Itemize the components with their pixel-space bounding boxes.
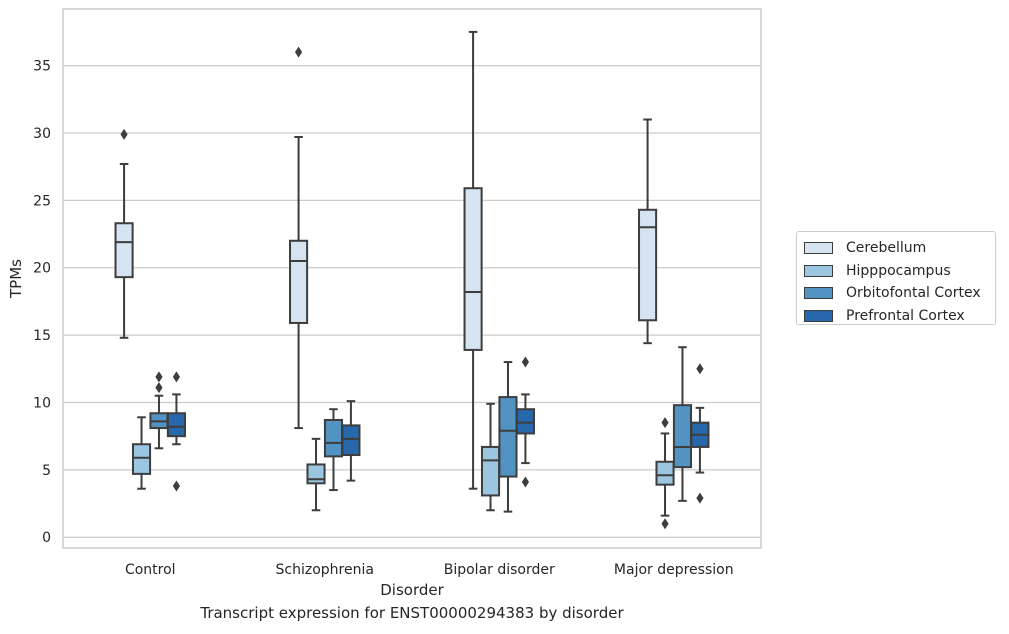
x-tick-label: Major depression	[614, 562, 734, 578]
legend: Cerebellum Hipppocampus Orbitofontal Corte…	[796, 231, 996, 325]
series-orbitofontal-cortex	[149, 346, 693, 513]
y-tick-label: 35	[33, 59, 51, 75]
outlier-point	[661, 518, 669, 530]
legend-item: Orbitofontal Cortex	[804, 282, 995, 305]
y-tick-label: 0	[42, 530, 51, 546]
legend-item: Prefrontal Cortex	[804, 305, 995, 328]
box-major-depression	[655, 417, 675, 530]
y-tick-label: 10	[33, 395, 51, 411]
x-tick-label: Bipolar disorder	[444, 562, 555, 578]
legend-swatch	[804, 264, 833, 277]
plot-area-frame	[62, 8, 762, 549]
iqr-box	[672, 404, 693, 469]
outlier-point	[521, 476, 530, 488]
outlier-point	[155, 371, 163, 383]
y-tick-label: 15	[33, 328, 51, 344]
box-bipolar-disorder	[463, 30, 483, 490]
y-tick-label: 30	[33, 126, 51, 142]
series-cerebellum	[114, 30, 658, 490]
gridlines	[63, 64, 761, 538]
legend-swatch	[804, 287, 833, 300]
legend-item: Cerebellum	[804, 237, 995, 260]
x-axis-label: Disorder	[380, 581, 444, 599]
outlier-point	[172, 480, 181, 492]
outlier-point	[120, 128, 128, 140]
box-bipolar-disorder	[480, 402, 501, 512]
legend-item: Hipppocampus	[804, 260, 995, 283]
iqr-box	[289, 239, 309, 324]
iqr-box	[463, 187, 483, 351]
outlier-point	[172, 371, 181, 383]
outlier-point	[294, 46, 303, 58]
legend-swatch	[804, 242, 833, 255]
x-tick-label: Control	[125, 562, 176, 578]
figure-caption: Transcript expression for ENST0000029438…	[200, 604, 624, 622]
box-control	[114, 128, 134, 339]
x-tick-label: Schizophrenia	[276, 562, 374, 578]
y-axis-label: TPMs	[7, 259, 25, 299]
box-series	[114, 30, 710, 530]
box-schizophrenia	[306, 437, 326, 512]
box-schizophrenia	[341, 400, 361, 482]
box-major-depression	[690, 363, 710, 504]
outlier-point	[521, 356, 530, 368]
iqr-box	[114, 222, 134, 279]
outlier-point	[696, 363, 704, 375]
series-hipppocampus	[131, 402, 675, 530]
box-control	[131, 416, 152, 490]
box-major-depression	[638, 118, 658, 345]
box-bipolar-disorder	[515, 356, 535, 488]
outlier-point	[661, 417, 669, 429]
box-major-depression	[672, 346, 693, 502]
legend-swatch	[804, 309, 833, 322]
box-schizophrenia	[289, 46, 309, 430]
y-tick-label: 25	[33, 193, 51, 209]
legend-label: Orbitofontal Cortex	[846, 285, 981, 302]
y-axis-ticks: 0 5 10 15 20 25 30 35	[33, 59, 51, 547]
box-bipolar-disorder	[498, 361, 518, 513]
iqr-box	[655, 460, 675, 486]
iqr-box	[498, 396, 518, 478]
y-tick-label: 20	[33, 261, 51, 277]
y-tick-label: 5	[42, 463, 51, 479]
iqr-box	[515, 408, 535, 435]
series-prefrontal-cortex	[166, 356, 710, 504]
iqr-box	[166, 412, 186, 438]
legend-label: Hipppocampus	[846, 262, 951, 279]
iqr-box	[341, 424, 361, 457]
box-control	[149, 371, 169, 450]
outlier-point	[155, 382, 163, 394]
x-axis-ticks: Control Schizophrenia Bipolar disorder Majo…	[125, 562, 734, 578]
iqr-box	[306, 463, 326, 485]
iqr-box	[638, 208, 658, 322]
box-control	[166, 371, 186, 492]
outlier-point	[696, 492, 704, 504]
legend-label: Cerebellum	[846, 240, 927, 257]
legend-label: Prefrontal Cortex	[846, 307, 965, 324]
iqr-box	[323, 418, 344, 458]
iqr-box	[131, 443, 152, 475]
iqr-box	[480, 445, 501, 497]
box-schizophrenia	[323, 408, 344, 492]
